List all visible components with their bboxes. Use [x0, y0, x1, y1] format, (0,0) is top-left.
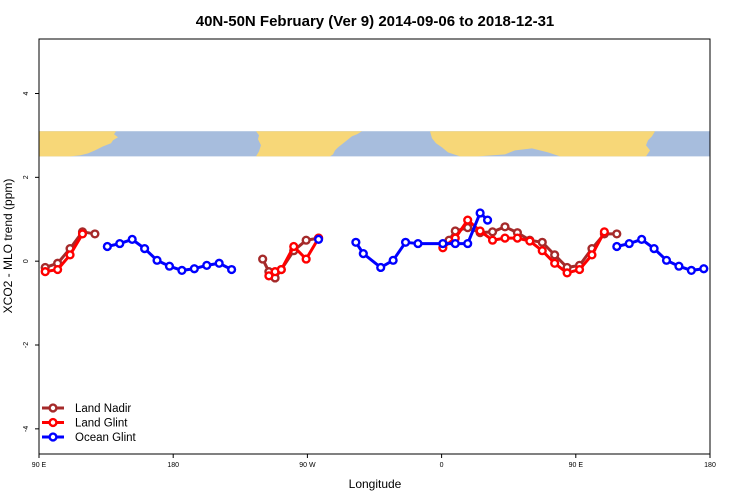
ocean-glint-point	[115, 238, 125, 249]
land-nadir-point	[487, 227, 498, 237]
legend-marker-ocean-glint	[48, 432, 58, 442]
ocean-glint-point	[674, 261, 684, 271]
land-glint-point	[550, 258, 560, 268]
ocean-glint-point	[482, 215, 493, 225]
ocean-glint-point	[438, 238, 448, 249]
ocean-glint-point	[140, 243, 150, 254]
world-map-strip	[39, 131, 710, 157]
land-nadir-point	[612, 229, 622, 239]
land-glint-point	[77, 229, 88, 239]
land-glint-point	[512, 233, 522, 243]
land-glint-point	[53, 264, 63, 275]
x-tick-label: 90 E	[32, 462, 47, 469]
land-nadir-point	[301, 235, 311, 245]
legend-label-land-glint: Land Glint	[75, 418, 128, 430]
legend-label-ocean-glint: Ocean Glint	[75, 432, 137, 444]
x-axis-title: Longitude	[349, 477, 402, 491]
y-tick-label: 4	[23, 91, 30, 95]
land-nadir-point	[258, 254, 268, 264]
ocean-glint-point	[413, 238, 423, 249]
land-nadir-point	[90, 229, 100, 239]
ocean-glint-point	[351, 237, 361, 247]
x-tick-label: 180	[167, 462, 179, 469]
ocean-glint-point	[699, 264, 709, 274]
land-glint-point	[40, 267, 50, 277]
ocean-glint-point	[686, 265, 696, 275]
land-glint-point	[301, 254, 311, 264]
ocean-glint-point	[612, 241, 622, 252]
y-tick-label: -2	[23, 342, 30, 348]
chart-title: 40N-50N February (Ver 9) 2014-09-06 to 2…	[196, 13, 555, 30]
land-glint-point	[289, 241, 299, 252]
plot-series	[40, 208, 709, 283]
x-tick-label: 90 E	[569, 462, 584, 469]
series-land-nadir	[40, 222, 622, 283]
land-glint-point	[562, 268, 572, 278]
land-glint-point	[487, 235, 498, 245]
land-nadir-point	[537, 237, 547, 247]
ocean-glint-point	[376, 262, 386, 273]
land-glint-point	[500, 233, 510, 243]
map-land-2	[430, 131, 655, 157]
land-nadir-point	[550, 250, 560, 260]
ocean-glint-point	[202, 260, 212, 270]
land-glint-point	[537, 246, 547, 256]
ocean-glint-point	[313, 234, 324, 244]
series-land-glint	[40, 215, 609, 281]
land-glint-point	[65, 250, 75, 260]
ocean-glint-point	[649, 243, 659, 254]
land-glint-point	[264, 271, 274, 281]
land-glint-line	[44, 233, 84, 274]
y-tick-label: -4	[23, 426, 30, 432]
ocean-glint-point	[177, 265, 187, 275]
map-land-1	[256, 131, 362, 157]
land-glint-point	[475, 226, 485, 236]
land-glint-point	[525, 236, 535, 246]
ocean-glint-point	[475, 208, 485, 218]
x-tick-label: 90 W	[299, 462, 316, 469]
ocean-glint-point	[214, 258, 224, 268]
land-glint-point	[587, 250, 597, 260]
y-axis: -4 -2 0 2 4	[23, 91, 39, 432]
x-tick-label: 180	[704, 462, 716, 469]
land-glint-point	[599, 227, 609, 237]
land-glint-point	[276, 264, 286, 275]
legend: Land Nadir Land Glint Ocean Glint	[42, 403, 137, 444]
ocean-glint-point	[152, 255, 162, 265]
ocean-glint-point	[388, 255, 398, 265]
legend-label-land-nadir: Land Nadir	[75, 403, 131, 415]
series-ocean-glint	[102, 208, 709, 275]
land-nadir-point	[500, 222, 510, 232]
ocean-glint-point	[189, 264, 199, 274]
ocean-glint-point	[164, 261, 175, 271]
land-glint-point	[463, 215, 473, 225]
y-tick-label: 2	[23, 175, 30, 179]
ocean-glint-point	[102, 241, 112, 252]
ocean-glint-point	[637, 234, 647, 244]
ocean-glint-point	[450, 238, 460, 249]
ocean-glint-point	[463, 238, 473, 249]
ocean-glint-point	[624, 238, 634, 249]
plot-frame	[38, 38, 711, 455]
ocean-glint-point	[358, 249, 368, 259]
y-tick-label: 0	[23, 259, 30, 263]
y-axis-title: XCO2 - MLO trend (ppm)	[1, 179, 15, 314]
ocean-glint-point	[227, 264, 237, 275]
ocean-glint-point	[127, 234, 137, 244]
x-axis: 90 E 180 90 W 0 90 E 180	[32, 454, 716, 469]
ocean-glint-point	[661, 255, 672, 265]
legend-marker-land-nadir	[48, 403, 58, 413]
land-glint-point	[574, 264, 585, 275]
ocean-glint-point	[400, 237, 411, 247]
legend-marker-land-glint	[48, 417, 58, 428]
x-tick-label: 0	[440, 462, 444, 469]
map-land-0	[39, 131, 118, 157]
